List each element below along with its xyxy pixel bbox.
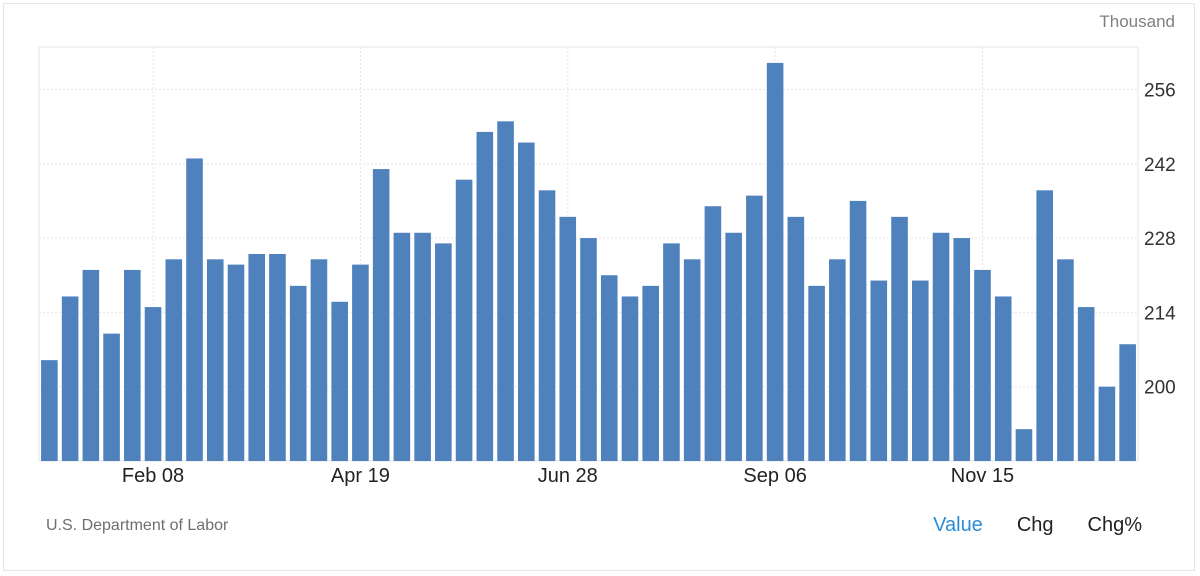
bar[interactable] <box>953 238 971 461</box>
bar[interactable] <box>372 169 390 461</box>
bar[interactable] <box>82 269 100 461</box>
y-tick-label: 256 <box>1144 80 1176 101</box>
bar[interactable] <box>310 259 328 461</box>
bar[interactable] <box>1119 344 1136 461</box>
bar[interactable] <box>476 131 494 462</box>
bar[interactable] <box>248 254 266 461</box>
bar[interactable] <box>932 232 950 461</box>
bar[interactable] <box>414 232 431 461</box>
bar[interactable] <box>435 243 452 461</box>
series-view-tabs: Value Chg Chg% <box>899 514 1142 537</box>
bar[interactable] <box>41 360 58 461</box>
y-tick-label: 242 <box>1144 155 1176 176</box>
bar[interactable] <box>1015 429 1033 461</box>
bar[interactable] <box>61 296 79 461</box>
x-tick-label: Sep 06 <box>743 465 806 487</box>
y-tick-label: 200 <box>1144 378 1176 399</box>
bar[interactable] <box>974 269 991 461</box>
bar[interactable] <box>1057 259 1074 461</box>
bar[interactable] <box>870 280 888 461</box>
bar[interactable] <box>269 254 286 461</box>
bar[interactable] <box>103 333 120 461</box>
bar[interactable] <box>621 296 639 461</box>
bar[interactable] <box>1098 386 1116 461</box>
y-axis-ticks: 200 214 228 242 256 <box>1144 80 1176 398</box>
bar[interactable] <box>455 179 473 461</box>
bar[interactable] <box>186 158 203 461</box>
bar[interactable] <box>580 238 597 461</box>
x-tick-label: Feb 08 <box>122 465 184 487</box>
bar[interactable] <box>1077 307 1095 461</box>
bar[interactable] <box>766 62 784 462</box>
bar[interactable] <box>331 301 348 461</box>
tab-chg[interactable]: Chg <box>1016 514 1054 536</box>
bar[interactable] <box>206 259 224 461</box>
bar[interactable] <box>393 232 411 461</box>
bar[interactable] <box>829 259 846 461</box>
bar[interactable] <box>849 200 867 462</box>
bar[interactable] <box>746 195 763 461</box>
bar[interactable] <box>289 285 307 461</box>
bar[interactable] <box>704 206 722 461</box>
y-tick-label: 228 <box>1144 229 1176 250</box>
bar[interactable] <box>683 259 701 461</box>
x-tick-label: Jun 28 <box>538 465 598 487</box>
bar[interactable] <box>538 190 556 461</box>
unit-label: Thousand <box>1099 12 1175 31</box>
bar[interactable] <box>994 296 1012 461</box>
y-tick-label: 214 <box>1144 303 1176 324</box>
bar-series <box>41 62 1136 462</box>
tab-value[interactable]: Value <box>933 514 983 536</box>
bar[interactable] <box>144 307 162 461</box>
bar[interactable] <box>725 232 742 461</box>
bar[interactable] <box>165 259 183 461</box>
bar[interactable] <box>642 285 659 461</box>
bar[interactable] <box>787 216 805 461</box>
bar[interactable] <box>518 142 535 462</box>
bar[interactable] <box>808 285 825 461</box>
bar[interactable] <box>891 216 908 461</box>
bar[interactable] <box>352 264 369 461</box>
x-tick-label: Nov 15 <box>951 465 1014 487</box>
x-tick-label: Apr 19 <box>331 465 390 487</box>
x-axis-ticks: Feb 08 Apr 19 Jun 28 Sep 06 Nov 15 <box>122 465 1014 487</box>
bar[interactable] <box>559 216 577 461</box>
bar[interactable] <box>227 264 245 461</box>
bar[interactable] <box>663 243 680 461</box>
bar[interactable] <box>124 269 141 461</box>
bar[interactable] <box>1036 190 1053 461</box>
tab-chg-percent[interactable]: Chg% <box>1087 514 1142 536</box>
bar[interactable] <box>911 280 929 461</box>
bar[interactable] <box>497 121 514 461</box>
source-label: U.S. Department of Labor <box>46 517 229 534</box>
bar[interactable] <box>600 275 618 461</box>
